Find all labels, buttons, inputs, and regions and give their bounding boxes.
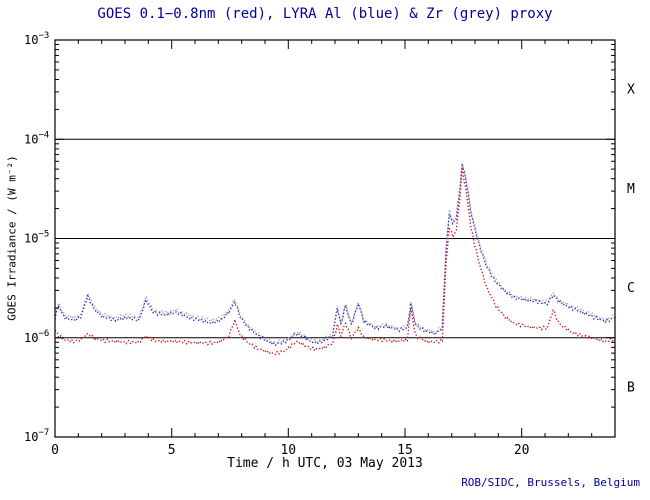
y-tick-label: 10−3 [24, 31, 49, 47]
x-tick-label: 20 [514, 443, 530, 458]
x-axis-label: Time / h UTC, 03 May 2013 [227, 456, 423, 471]
flare-class-label-X: X [627, 83, 635, 98]
y-tick-label: 10−7 [24, 428, 49, 444]
series-zr [54, 161, 616, 344]
y-tick-label: 10−6 [24, 329, 49, 345]
series-al [54, 163, 616, 347]
y-tick-label: 10−5 [24, 230, 49, 246]
flare-class-label-B: B [627, 380, 635, 395]
credit-text: ROB/SIDC, Brussels, Belgium [461, 476, 640, 489]
x-tick-label: 15 [397, 443, 413, 458]
flare-class-label-M: M [627, 182, 635, 197]
chart-title: GOES 0.1−0.8nm (red), LYRA Al (blue) & Z… [97, 6, 553, 22]
x-tick-label: 10 [280, 443, 296, 458]
x-tick-label: 0 [51, 443, 59, 458]
x-tick-label: 5 [168, 443, 176, 458]
series-goes [54, 167, 616, 356]
flare-class-label-C: C [627, 281, 635, 296]
y-tick-label: 10−4 [24, 130, 49, 146]
